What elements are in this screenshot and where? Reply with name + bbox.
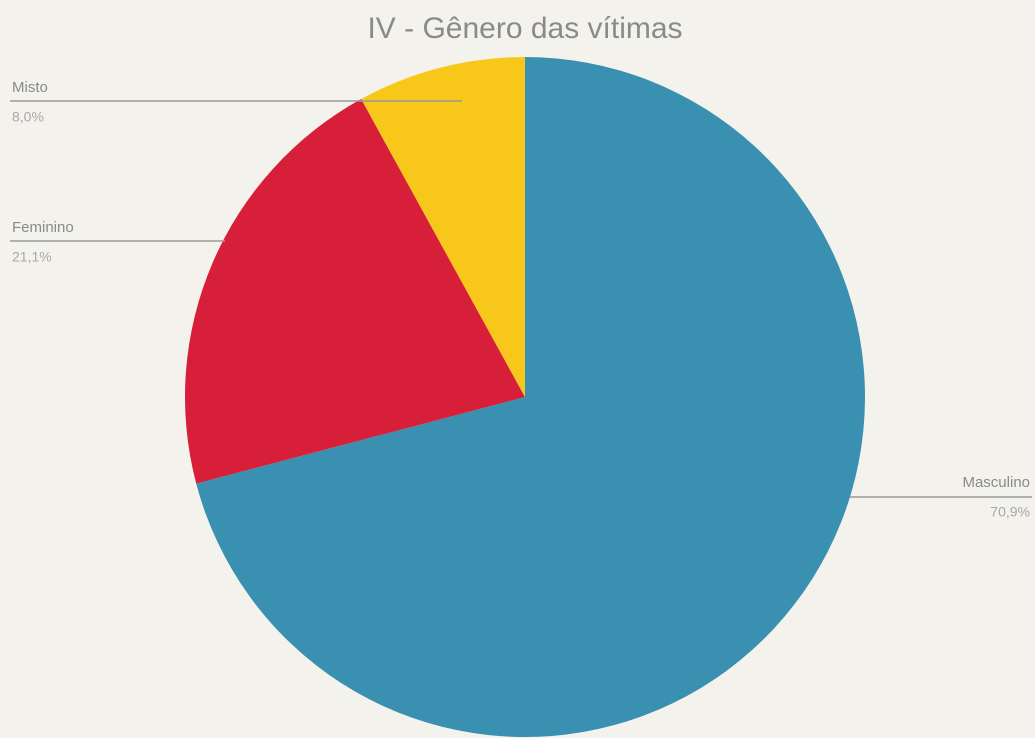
slice-label: Masculino bbox=[962, 474, 1030, 491]
slice-label: Feminino bbox=[12, 219, 74, 236]
chart-title: IV - Gênero das vítimas bbox=[367, 12, 682, 45]
slice-value: 21,1% bbox=[12, 249, 52, 265]
pie-slice bbox=[196, 57, 866, 737]
slice-value: 8,0% bbox=[12, 109, 44, 125]
slice-label: Misto bbox=[12, 79, 48, 96]
slice-value: 70,9% bbox=[990, 504, 1030, 520]
pie-slice bbox=[185, 99, 525, 484]
pie-slice bbox=[361, 56, 525, 397]
